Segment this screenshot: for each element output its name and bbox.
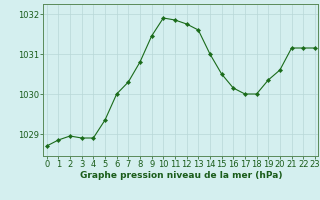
X-axis label: Graphe pression niveau de la mer (hPa): Graphe pression niveau de la mer (hPa) xyxy=(80,171,282,180)
